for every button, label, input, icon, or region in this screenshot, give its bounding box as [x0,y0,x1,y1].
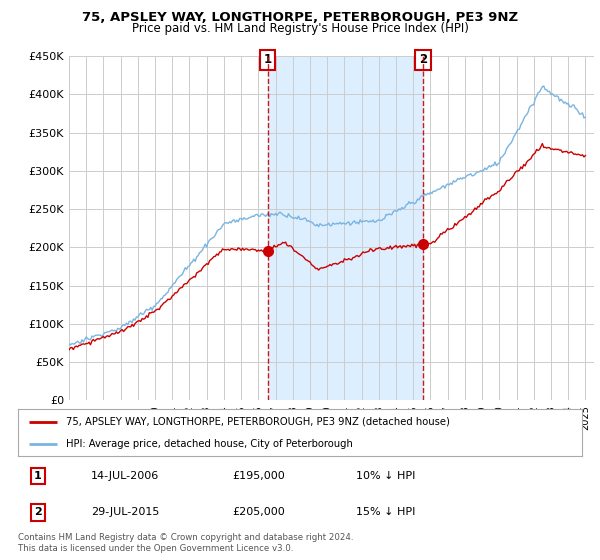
Text: 1: 1 [34,471,41,481]
Text: 15% ↓ HPI: 15% ↓ HPI [356,507,416,517]
Text: 10% ↓ HPI: 10% ↓ HPI [356,471,416,481]
Bar [268,56,423,400]
Text: Contains HM Land Registry data © Crown copyright and database right 2024.
This d: Contains HM Land Registry data © Crown c… [18,533,353,553]
Text: 2: 2 [419,53,427,66]
Text: 75, APSLEY WAY, LONGTHORPE, PETERBOROUGH, PE3 9NZ (detached house): 75, APSLEY WAY, LONGTHORPE, PETERBOROUGH… [66,417,450,427]
Text: 14-JUL-2006: 14-JUL-2006 [91,471,160,481]
Text: Price paid vs. HM Land Registry's House Price Index (HPI): Price paid vs. HM Land Registry's House … [131,22,469,35]
Text: 1: 1 [263,53,272,66]
Text: £205,000: £205,000 [232,507,285,517]
Text: £195,000: £195,000 [232,471,285,481]
Text: 75, APSLEY WAY, LONGTHORPE, PETERBOROUGH, PE3 9NZ: 75, APSLEY WAY, LONGTHORPE, PETERBOROUGH… [82,11,518,24]
Text: HPI: Average price, detached house, City of Peterborough: HPI: Average price, detached house, City… [66,438,353,449]
Text: 29-JUL-2015: 29-JUL-2015 [91,507,160,517]
Text: 2: 2 [34,507,41,517]
